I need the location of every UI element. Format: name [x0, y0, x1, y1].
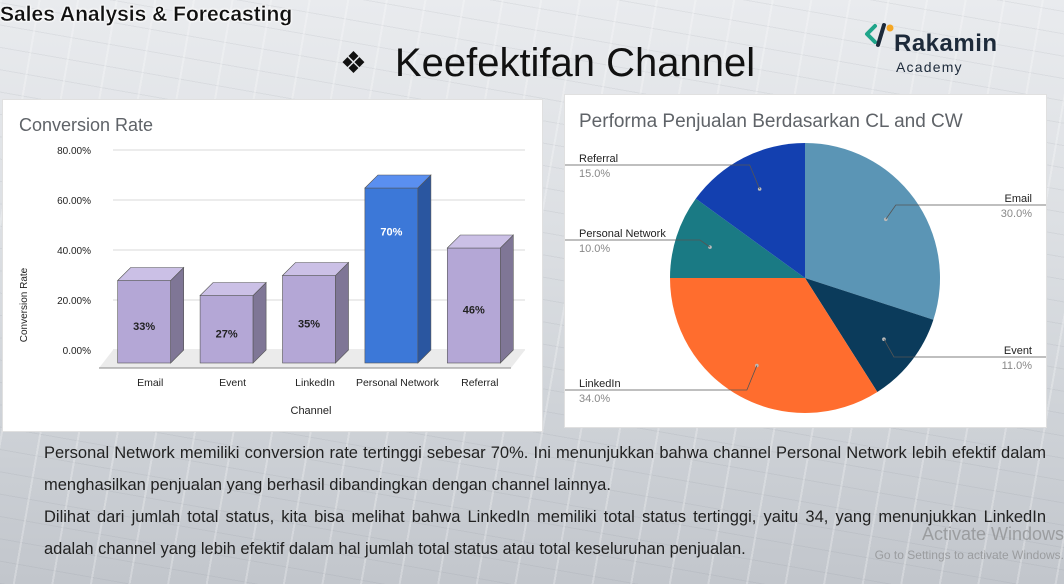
bar-ytick-label: 40.00% — [57, 246, 91, 257]
bar-email — [116, 266, 185, 364]
pie-label-personal-network: Personal Network — [579, 228, 666, 240]
pie-chart-title: Performa Penjualan Berdasarkan CL and CW — [579, 111, 963, 132]
diamond-bullet-icon: ❖ — [340, 46, 367, 80]
slide-heading: ❖ Keefektifan Channel — [340, 38, 755, 88]
bar-data-label: 27% — [216, 328, 238, 340]
bar-referral — [446, 234, 515, 364]
logo-name: Rakamin — [894, 30, 998, 57]
bar-category-label: Referral — [461, 377, 498, 389]
pie-label-referral: Referral — [579, 153, 618, 165]
pie-slice-event — [805, 278, 934, 392]
pie-leader-line — [565, 164, 761, 190]
pie-label-event: Event — [1004, 345, 1032, 357]
bar-ytick-label: 20.00% — [57, 296, 91, 307]
pie-leader-line — [885, 204, 1046, 220]
pie-leader-dot — [757, 187, 762, 191]
pie-slice-linkedin — [670, 278, 878, 413]
rakamin-logo: Rakamin Academy — [862, 20, 1032, 80]
bar-data-label: 35% — [298, 318, 320, 330]
pie-pct-linkedin: 34.0% — [579, 393, 610, 405]
bar-category-label: LinkedIn — [295, 377, 335, 389]
bar-chart-xlabel: Channel — [291, 405, 332, 417]
bar-category-label: Event — [219, 377, 246, 389]
bar-category-label: Personal Network — [356, 377, 440, 389]
pie-pct-email: 30.0% — [1001, 208, 1032, 220]
pie-pct-event: 11.0% — [1002, 360, 1033, 372]
bar-chart: 0.00% 20.00% 40.00% 60.00% 80.00% 33% Email 27… — [19, 146, 525, 417]
bar-ytick-label: 0.00% — [63, 346, 91, 357]
bar-linkedin — [281, 261, 350, 364]
heading-text: Keefektifan Channel — [394, 40, 756, 85]
pie-leader-line — [565, 239, 711, 248]
pie-slice-personal-network — [670, 198, 805, 278]
pie-label-email: Email — [1004, 193, 1032, 205]
bar-event — [199, 281, 267, 364]
sales-performance-pie-panel: Performa Penjualan Berdasarkan CL and CW… — [564, 94, 1047, 428]
bar-ytick-label: 60.00% — [57, 196, 91, 207]
bar-chart-title: Conversion Rate — [19, 115, 154, 135]
bar-data-label: 33% — [133, 321, 155, 333]
pie-label-linkedin: LinkedIn — [579, 378, 621, 390]
pie-pct-referral: 15.0% — [579, 168, 610, 180]
bar-chart-ylabel: Conversion Rate — [19, 267, 30, 342]
body-paragraphs: Personal Network memiliki conversion rat… — [44, 437, 1046, 565]
bar-personal-network — [364, 174, 432, 364]
logo-sub: Academy — [896, 59, 963, 75]
bar-ytick-label: 80.00% — [57, 146, 91, 157]
pie-chart: Email 30.0% Event 11.0% LinkedIn 34.0% Persona… — [565, 143, 1046, 413]
pie-slice-referral — [695, 143, 805, 278]
activate-windows-watermark: Activate Windows — [921, 524, 1064, 544]
pie-pct-personal-network: 10.0% — [579, 243, 610, 255]
pie-leader-line — [565, 365, 758, 391]
bar-category-label: Email — [137, 377, 163, 389]
body-paragraph-2: Dilihat dari jumlah total status, kita b… — [44, 508, 1046, 558]
conversion-rate-chart-panel: Conversion Rate 0.00% 20.00% 40.00% 60.00% 8… — [2, 99, 543, 432]
pie-leader-line — [883, 339, 1046, 358]
pie-slice-email — [805, 143, 940, 320]
slide-top-title: Sales Analysis & Forecasting — [0, 3, 293, 26]
bar-data-label: 46% — [463, 305, 485, 317]
activate-windows-sub: Go to Settings to activate Windows. — [874, 548, 1064, 562]
rakamin-logo-icon — [865, 23, 894, 47]
bar-data-label: 70% — [380, 227, 402, 239]
body-paragraph-1: Personal Network memiliki conversion rat… — [44, 444, 1046, 494]
